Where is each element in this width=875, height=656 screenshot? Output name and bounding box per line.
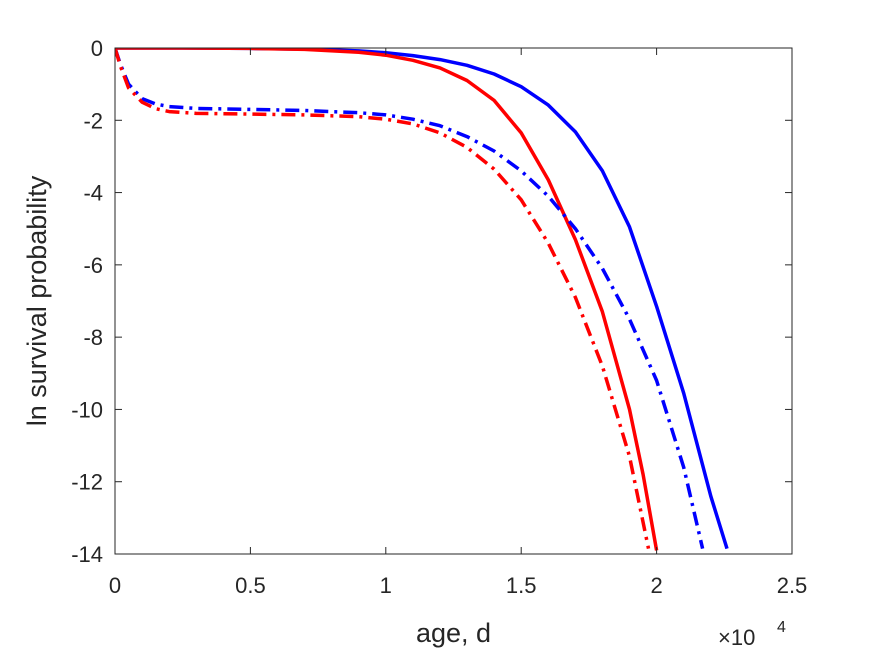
x-axis-exponent-power: 4: [777, 619, 786, 636]
axis-tick-labels: 0 0.5 1 1.5 2 2.5 0 -2 -4 -6 -8 -10 -12 -14: [71, 36, 807, 598]
x-axis-exponent: ×10 4: [718, 619, 786, 650]
y-tick-label: -14: [71, 542, 103, 567]
x-tick-label: 0: [109, 573, 121, 598]
y-tick-label: -8: [83, 325, 103, 350]
x-axis-label: age, d: [416, 618, 491, 648]
y-tick-label: -4: [83, 181, 103, 206]
axis-ticks: [114, 47, 793, 555]
x-tick-label: 0.5: [235, 573, 266, 598]
y-tick-label: -2: [83, 108, 103, 133]
x-axis-exponent-base: ×10: [718, 625, 755, 650]
plot-frame: [114, 47, 793, 555]
series-line-4: [115, 48, 651, 549]
x-tick-label: 2.5: [777, 573, 808, 598]
y-tick-label: 0: [91, 36, 103, 61]
y-axis-label: ln survival probability: [22, 175, 52, 426]
x-tick-label: 1: [380, 573, 392, 598]
y-tick-label: -10: [71, 397, 103, 422]
x-tick-label: 2: [650, 573, 662, 598]
x-tick-label: 1.5: [506, 573, 537, 598]
series-line-3: [115, 48, 705, 549]
series-line-2: [115, 48, 659, 551]
plot-lines: [115, 48, 729, 551]
y-tick-label: -6: [83, 253, 103, 278]
y-tick-label: -12: [71, 470, 103, 495]
